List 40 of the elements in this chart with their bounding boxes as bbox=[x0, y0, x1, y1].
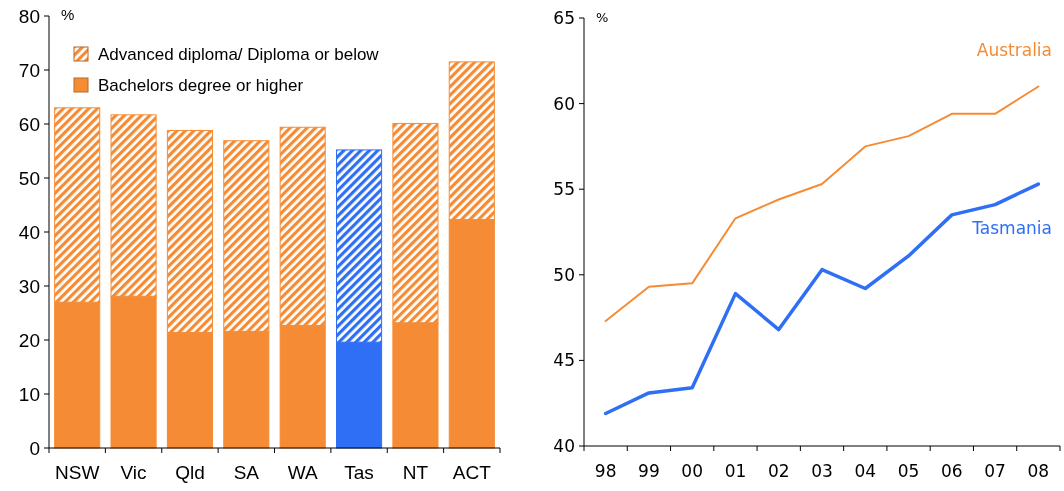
y-tick-label: 50 bbox=[553, 264, 575, 285]
y-axis-title: % bbox=[61, 6, 75, 23]
legend-label: Bachelors degree or higher bbox=[98, 75, 304, 95]
y-tick-label: 40 bbox=[553, 435, 575, 456]
y-tick-label: 60 bbox=[553, 93, 575, 114]
x-tick-label: Qld bbox=[175, 462, 205, 483]
x-tick-label: NT bbox=[402, 462, 429, 483]
x-tick-label: Tas bbox=[344, 462, 374, 483]
x-tick-label: 98 bbox=[594, 461, 617, 481]
x-tick-label: ACT bbox=[452, 462, 492, 483]
x-tick-label: Vic bbox=[120, 462, 147, 483]
y-tick-label: 0 bbox=[29, 437, 40, 459]
y-tick-label: 40 bbox=[18, 221, 40, 243]
x-tick-label: 99 bbox=[638, 461, 660, 481]
x-tick-label: 00 bbox=[681, 461, 703, 481]
x-tick-label: 06 bbox=[941, 461, 963, 481]
y-tick-label: 65 bbox=[553, 7, 575, 28]
y-tick-label: 70 bbox=[18, 59, 40, 81]
x-tick-label: NSW bbox=[55, 462, 100, 483]
series-label: Tasmania bbox=[971, 218, 1052, 239]
y-tick-label: 55 bbox=[553, 179, 575, 200]
x-tick-label: 03 bbox=[811, 461, 833, 481]
series-label: Australia bbox=[976, 40, 1052, 61]
x-tick-label: 01 bbox=[724, 461, 747, 481]
y-tick-label: 80 bbox=[18, 5, 40, 27]
x-tick-label: 04 bbox=[854, 461, 877, 481]
x-tick-label: SA bbox=[233, 462, 260, 483]
y-tick-label: 50 bbox=[18, 167, 40, 189]
x-tick-label: WA bbox=[287, 462, 318, 483]
y-tick-label: 20 bbox=[18, 329, 40, 351]
x-tick-label: 05 bbox=[897, 461, 920, 481]
y-tick-label: 30 bbox=[18, 275, 40, 297]
y-tick-label: 10 bbox=[18, 383, 40, 405]
legend-label: Advanced diploma/ Diploma or below bbox=[98, 44, 380, 64]
x-tick-label: 07 bbox=[984, 461, 1006, 481]
x-tick-label: 02 bbox=[767, 461, 790, 481]
x-tick-label: 08 bbox=[1027, 461, 1050, 481]
y-tick-label: 60 bbox=[18, 113, 40, 135]
y-axis-title: % bbox=[596, 10, 609, 25]
y-tick-label: 45 bbox=[553, 350, 575, 371]
